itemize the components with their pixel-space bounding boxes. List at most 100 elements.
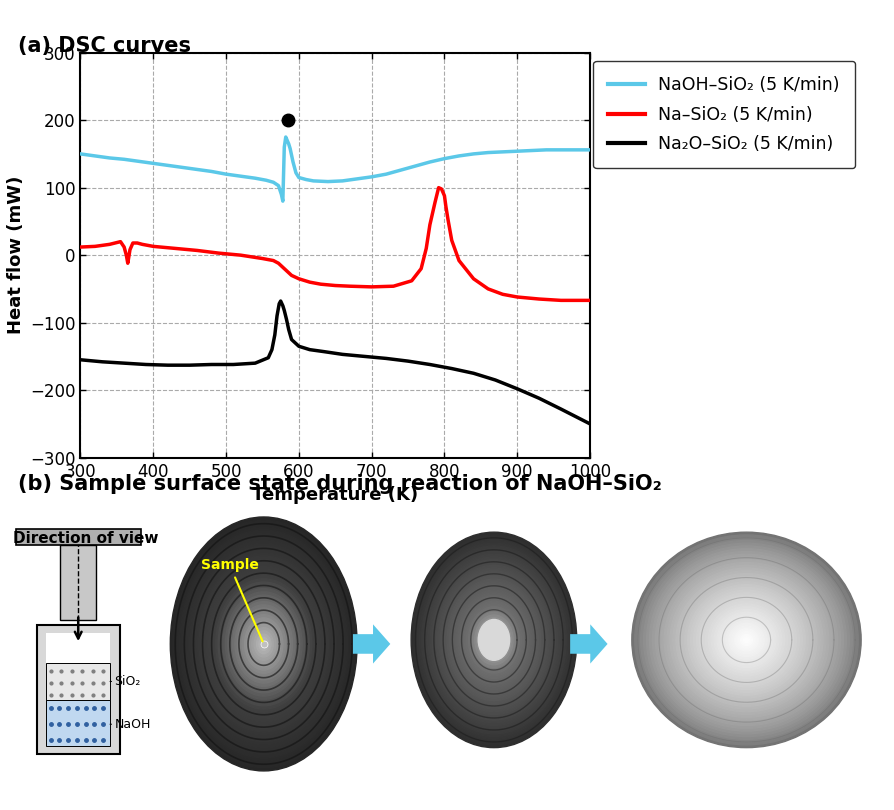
Circle shape [699, 595, 794, 684]
Circle shape [460, 595, 527, 684]
Circle shape [436, 565, 552, 714]
Circle shape [484, 626, 504, 654]
Circle shape [464, 601, 524, 679]
Text: NaOH: NaOH [110, 718, 150, 731]
Circle shape [708, 604, 785, 676]
Circle shape [175, 523, 352, 765]
Circle shape [215, 579, 312, 709]
Circle shape [458, 593, 530, 687]
Circle shape [632, 532, 861, 748]
Circle shape [467, 604, 521, 676]
Circle shape [670, 568, 822, 712]
Circle shape [199, 556, 328, 732]
Circle shape [475, 615, 513, 665]
Circle shape [468, 607, 519, 673]
Circle shape [204, 563, 324, 725]
Circle shape [254, 631, 274, 657]
Circle shape [238, 608, 290, 680]
Circle shape [653, 552, 840, 728]
Circle shape [478, 620, 510, 660]
Circle shape [732, 626, 761, 654]
Circle shape [637, 538, 856, 742]
Circle shape [456, 590, 532, 689]
Circle shape [445, 577, 543, 703]
Circle shape [185, 536, 342, 752]
Circle shape [170, 517, 358, 771]
Circle shape [726, 620, 767, 659]
Polygon shape [353, 625, 391, 663]
Circle shape [207, 566, 321, 722]
Circle shape [687, 585, 805, 695]
Circle shape [477, 618, 511, 662]
Circle shape [443, 573, 545, 706]
Circle shape [451, 585, 536, 695]
Circle shape [490, 634, 498, 646]
Circle shape [249, 625, 278, 663]
Circle shape [194, 549, 333, 739]
Bar [46, 633, 110, 745]
Circle shape [232, 602, 295, 686]
Circle shape [740, 634, 753, 646]
Circle shape [411, 532, 577, 748]
Circle shape [705, 601, 788, 679]
Circle shape [717, 612, 776, 667]
Circle shape [479, 620, 509, 659]
Circle shape [417, 540, 570, 740]
Circle shape [245, 618, 283, 670]
Circle shape [694, 590, 799, 689]
Bar [37, 625, 120, 753]
Circle shape [703, 599, 790, 681]
Circle shape [247, 621, 281, 667]
Circle shape [257, 634, 271, 654]
Circle shape [434, 563, 553, 717]
Circle shape [664, 563, 829, 717]
Circle shape [485, 629, 502, 651]
Circle shape [735, 629, 758, 651]
Circle shape [190, 543, 338, 745]
Circle shape [481, 624, 507, 656]
X-axis label: Temperature (K): Temperature (K) [252, 486, 418, 504]
Circle shape [673, 571, 820, 709]
Circle shape [192, 546, 335, 742]
Circle shape [211, 573, 316, 715]
Circle shape [658, 557, 835, 723]
Circle shape [644, 544, 849, 736]
Circle shape [413, 535, 575, 745]
Circle shape [419, 544, 569, 736]
Circle shape [682, 579, 811, 701]
Circle shape [252, 628, 275, 660]
Circle shape [712, 607, 781, 673]
Text: Direction of view: Direction of view [13, 531, 159, 546]
Circle shape [470, 609, 518, 671]
Circle shape [261, 641, 266, 647]
Circle shape [221, 586, 307, 702]
Circle shape [228, 595, 299, 693]
Text: (b) Sample surface state during reaction of NaOH–SiO₂: (b) Sample surface state during reaction… [18, 474, 662, 494]
Bar [46, 663, 110, 700]
Circle shape [259, 637, 268, 650]
Circle shape [433, 560, 555, 720]
Circle shape [685, 582, 808, 698]
Circle shape [679, 577, 814, 703]
Circle shape [744, 637, 749, 642]
Circle shape [173, 520, 355, 768]
Circle shape [738, 632, 755, 648]
Circle shape [714, 609, 779, 671]
Bar [46, 700, 110, 745]
Circle shape [182, 533, 345, 755]
Circle shape [676, 573, 817, 706]
Circle shape [447, 579, 541, 701]
Circle shape [487, 632, 501, 648]
Circle shape [214, 576, 314, 712]
Text: SiO₂: SiO₂ [110, 675, 140, 688]
Circle shape [439, 568, 549, 712]
Circle shape [691, 587, 802, 693]
Circle shape [662, 560, 831, 720]
Text: (a) DSC curves: (a) DSC curves [18, 36, 191, 57]
Circle shape [422, 546, 566, 734]
Bar [60, 545, 97, 620]
Y-axis label: Heat flow (mW): Heat flow (mW) [6, 176, 24, 335]
Circle shape [450, 582, 538, 698]
Circle shape [723, 618, 770, 662]
Legend: NaOH–SiO₂ (5 K/min), Na–SiO₂ (5 K/min), Na₂O–SiO₂ (5 K/min): NaOH–SiO₂ (5 K/min), Na–SiO₂ (5 K/min), … [594, 61, 855, 168]
